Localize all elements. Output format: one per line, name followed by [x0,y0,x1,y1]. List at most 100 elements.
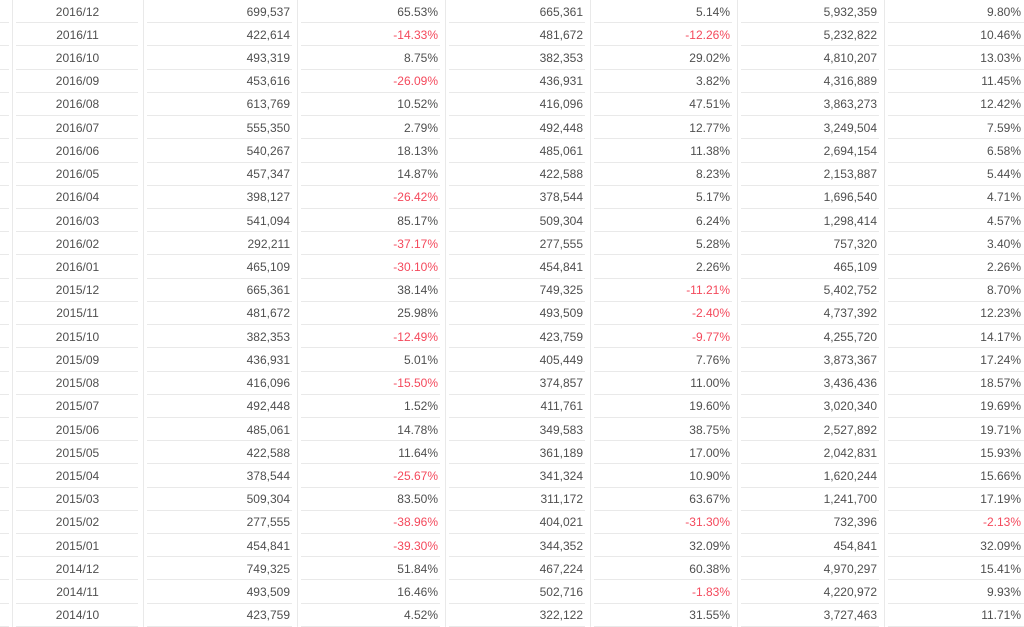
cumulative-pct-cell: 6.58% [884,139,1024,163]
cumulative-pct-cell: 15.66% [884,464,1024,488]
cumulative-pct-cell: 9.80% [884,0,1024,24]
cumulative-value-cell: 1,298,414 [737,209,884,233]
cumulative-value-cell: 2,527,892 [737,418,884,442]
yoy-change-pct-cell: 11.00% [590,372,737,395]
cumulative-pct-cell: 14.17% [884,325,1024,349]
cumulative-pct-cell: 15.93% [884,441,1024,465]
month-cell: 2016/12 [12,0,143,24]
yoy-change-pct-cell: 2.26% [590,255,737,279]
table-row: 2016/02 292,211 -37.17% 277,555 5.28% 75… [0,232,1024,256]
cumulative-value-cell: 454,841 [737,534,884,558]
table-row: 2016/05 457,347 14.87% 422,588 8.23% 2,1… [0,163,1024,186]
cumulative-value-cell: 757,320 [737,232,884,256]
month-cell: 2016/10 [12,46,143,70]
yoy-change-pct-cell: 5.28% [590,232,737,256]
month-cell: 2015/12 [12,279,143,302]
monthly-change-pct-cell: 25.98% [297,302,445,326]
monthly-value-cell: 416,096 [143,372,297,395]
row-left-edge-cell [0,209,12,233]
row-left-edge-cell [0,116,12,140]
table-row: 2015/11 481,672 25.98% 493,509 -2.40% 4,… [0,302,1024,326]
prior-value-cell: 277,555 [445,232,590,256]
monthly-value-cell: 749,325 [143,557,297,581]
monthly-value-cell: 422,588 [143,441,297,465]
cumulative-pct-cell: 4.57% [884,209,1024,233]
prior-value-cell: 322,122 [445,604,590,627]
yoy-change-pct-cell: 12.77% [590,116,737,140]
cumulative-pct-cell: 32.09% [884,534,1024,558]
prior-value-cell: 411,761 [445,395,590,418]
cumulative-value-cell: 465,109 [737,255,884,279]
month-cell: 2015/06 [12,418,143,442]
cumulative-value-cell: 4,737,392 [737,302,884,326]
cumulative-pct-cell: 4.71% [884,186,1024,209]
monthly-change-pct-cell: 8.75% [297,46,445,70]
monthly-change-pct-cell: 11.64% [297,441,445,465]
monthly-change-pct-cell: -37.17% [297,232,445,256]
prior-value-cell: 341,324 [445,464,590,488]
yoy-change-pct-cell: 5.14% [590,0,737,24]
prior-value-cell: 467,224 [445,557,590,581]
month-cell: 2015/03 [12,488,143,511]
column-divider [143,0,144,627]
prior-value-cell: 492,448 [445,116,590,140]
row-left-edge-cell [0,511,12,535]
month-cell: 2016/09 [12,70,143,93]
yoy-change-pct-cell: 60.38% [590,557,737,581]
month-cell: 2016/03 [12,209,143,233]
monthly-value-cell: 382,353 [143,325,297,349]
monthly-change-pct-cell: 16.46% [297,580,445,604]
cumulative-pct-cell: 12.42% [884,93,1024,117]
row-left-edge-cell [0,488,12,511]
monthly-change-pct-cell: -38.96% [297,511,445,535]
monthly-value-cell: 292,211 [143,232,297,256]
cumulative-value-cell: 3,873,367 [737,348,884,372]
cumulative-value-cell: 3,436,436 [737,372,884,395]
monthly-change-pct-cell: -39.30% [297,534,445,558]
monthly-value-cell: 665,361 [143,279,297,302]
monthly-value-cell: 492,448 [143,395,297,418]
month-cell: 2015/09 [12,348,143,372]
cumulative-value-cell: 5,402,752 [737,279,884,302]
monthly-change-pct-cell: 65.53% [297,0,445,24]
yoy-change-pct-cell: 29.02% [590,46,737,70]
table-row: 2016/06 540,267 18.13% 485,061 11.38% 2,… [0,139,1024,163]
cumulative-pct-cell: 18.57% [884,372,1024,395]
column-divider [737,0,738,627]
month-cell: 2016/01 [12,255,143,279]
cumulative-value-cell: 3,727,463 [737,604,884,627]
prior-value-cell: 481,672 [445,23,590,47]
cumulative-pct-cell: 11.71% [884,604,1024,627]
cumulative-value-cell: 1,696,540 [737,186,884,209]
monthly-value-cell: 493,509 [143,580,297,604]
yoy-change-pct-cell: -9.77% [590,325,737,349]
yoy-change-pct-cell: 63.67% [590,488,737,511]
month-cell: 2015/02 [12,511,143,535]
monthly-change-pct-cell: 51.84% [297,557,445,581]
row-left-edge-cell [0,232,12,256]
monthly-change-pct-cell: 1.52% [297,395,445,418]
cumulative-pct-cell: 3.40% [884,232,1024,256]
cumulative-value-cell: 3,020,340 [737,395,884,418]
column-divider [445,0,446,627]
monthly-change-pct-cell: 4.52% [297,604,445,627]
month-cell: 2016/08 [12,93,143,117]
cumulative-value-cell: 2,042,831 [737,441,884,465]
month-cell: 2015/05 [12,441,143,465]
column-divider [884,0,885,627]
yoy-change-pct-cell: -31.30% [590,511,737,535]
monthly-change-pct-cell: 14.78% [297,418,445,442]
table-row: 2015/05 422,588 11.64% 361,189 17.00% 2,… [0,441,1024,465]
cumulative-pct-cell: 17.24% [884,348,1024,372]
monthly-value-cell: 699,537 [143,0,297,24]
row-left-edge-cell [0,604,12,627]
table-row: 2014/11 493,509 16.46% 502,716 -1.83% 4,… [0,580,1024,604]
monthly-value-cell: 436,931 [143,348,297,372]
yoy-change-pct-cell: 7.76% [590,348,737,372]
cumulative-value-cell: 5,932,359 [737,0,884,24]
yoy-change-pct-cell: 3.82% [590,70,737,93]
table-row: 2016/07 555,350 2.79% 492,448 12.77% 3,2… [0,116,1024,140]
table-row: 2015/07 492,448 1.52% 411,761 19.60% 3,0… [0,395,1024,418]
monthly-value-cell: 378,544 [143,464,297,488]
month-cell: 2016/06 [12,139,143,163]
